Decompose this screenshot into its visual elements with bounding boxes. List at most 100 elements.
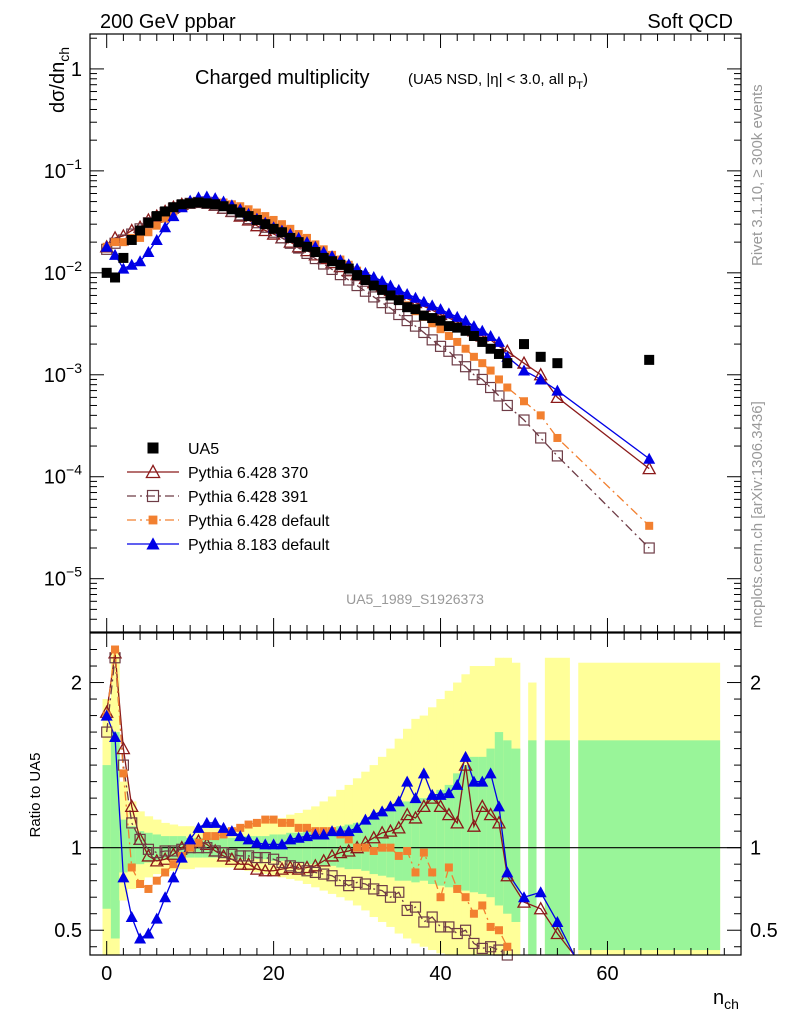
ratio-point-p391: [234, 850, 246, 862]
ratio-panel: 0.5 0.51 12 20 20 40 60 Ratio to UA5 nch: [27, 632, 778, 1012]
ratio-point-p391: [393, 886, 405, 898]
main-point-p391: [535, 432, 547, 444]
ratio-point-p8: [459, 750, 472, 762]
main-point-pdef: [461, 344, 470, 353]
ratio-band-inner: [110, 732, 120, 939]
ratio-point-p391: [276, 856, 288, 869]
ratio-point-p8: [109, 731, 122, 743]
ratio-point-p8: [184, 833, 197, 845]
main-point-data: [393, 295, 404, 306]
main-point-p8: [442, 307, 455, 319]
main-point-p8: [484, 330, 497, 342]
main-axis-ticks: [89, 34, 742, 633]
main-point-pdef: [252, 208, 261, 217]
ratio-point-p8: [267, 838, 280, 850]
main-point-p391: [418, 326, 430, 339]
main-point-p8: [142, 246, 155, 258]
main-point-data: [268, 223, 279, 234]
ratio-point-pdef: [353, 843, 362, 852]
ratio-y-label: Ratio to UA5: [27, 752, 44, 837]
main-point-p8: [451, 310, 464, 322]
ratio-band-inner: [344, 824, 354, 870]
main-point-data: [210, 199, 221, 210]
main-point-p391: [393, 308, 405, 321]
main-point-data: [302, 241, 312, 252]
legend-label-p391: Pythia 6.428 391: [188, 489, 308, 506]
ratio-point-p370: [116, 741, 131, 755]
ratio-point-p8: [334, 825, 347, 837]
main-point-pdef: [553, 433, 562, 442]
main-point-p8: [367, 270, 380, 282]
ratio-point-p370: [550, 926, 565, 940]
main-point-data: [343, 263, 354, 274]
ratio-point-p370: [441, 807, 456, 821]
main-point-p8: [643, 452, 656, 464]
ratio-point-p370: [475, 799, 490, 813]
main-point-pdef: [453, 337, 462, 346]
main-point-p370: [550, 390, 565, 404]
main-point-data: [160, 206, 171, 217]
main-y-tick-label: 1: [71, 59, 82, 81]
main-point-p8: [401, 287, 414, 299]
ratio-point-pdef: [386, 843, 395, 852]
main-point-p8: [384, 279, 397, 291]
ratio-point-pdef: [369, 846, 378, 855]
ratio-y-tick-label-right: 0.5: [750, 920, 778, 942]
main-point-data: [101, 267, 112, 278]
ratio-point-p370: [533, 901, 548, 915]
ratio-point-p370: [233, 856, 248, 870]
ratio-point-p391: [259, 851, 271, 864]
ratio-point-p370: [124, 799, 139, 813]
main-point-p8: [426, 299, 439, 311]
ratio-point-pdef: [194, 838, 203, 847]
main-point-pdef: [261, 212, 270, 221]
main-point-p391: [409, 320, 422, 332]
legend-label-p8: Pythia 8.183 default: [188, 537, 330, 554]
main-point-data: [418, 310, 429, 321]
main-point-pdef: [444, 332, 453, 341]
ratio-band-inner: [494, 732, 504, 906]
main-frame: [89, 33, 742, 633]
main-point-data: [276, 227, 287, 238]
main-y-tick-label: 10−3: [44, 360, 82, 387]
ratio-point-p391: [293, 861, 305, 874]
ratio-band-inner: [327, 827, 337, 866]
main-line-p8: [106, 195, 650, 460]
ratio-point-p391: [476, 942, 488, 954]
ratio-point-p8: [442, 787, 455, 799]
main-point-data: [335, 259, 346, 270]
main-point-data: [318, 252, 329, 263]
ratio-point-pdef: [436, 893, 445, 902]
main-point-data: [477, 336, 488, 347]
ratio-point-p391: [126, 817, 138, 829]
ratio-point-p8: [134, 932, 147, 944]
ratio-point-p8: [192, 821, 205, 833]
ratio-point-p391: [401, 904, 413, 917]
main-point-p8: [167, 210, 180, 222]
ratio-point-p370: [491, 815, 507, 829]
main-point-pdef: [503, 383, 512, 392]
ratio-band-inner: [419, 798, 429, 881]
header-right: Soft QCD: [647, 11, 733, 33]
main-point-pdef: [469, 352, 478, 361]
ratio-point-pdef: [202, 832, 211, 841]
ratio-point-p391: [134, 833, 146, 846]
main-point-data: [135, 225, 146, 236]
mcplots-source-label: mcplots.cern.ch [arXiv:1306.3436]: [749, 401, 766, 628]
ratio-point-p370: [450, 815, 465, 829]
main-point-data: [435, 315, 446, 326]
main-point-pdef: [478, 359, 487, 368]
main-point-pdef: [520, 397, 528, 406]
main-point-pdef: [144, 228, 153, 237]
main-line-p370: [106, 200, 650, 470]
main-point-data: [493, 348, 504, 359]
ratio-point-p391: [226, 848, 238, 860]
ratio-point-pdef: [453, 884, 462, 893]
ratio-point-p8: [225, 825, 238, 837]
analysis-watermark: UA5_1989_S1926373: [346, 591, 484, 607]
ratio-point-pdef: [294, 823, 303, 832]
ratio-point-p391: [159, 845, 171, 857]
main-point-data: [260, 219, 271, 230]
ratio-point-p370: [400, 807, 415, 821]
ratio-point-p8: [476, 775, 489, 787]
